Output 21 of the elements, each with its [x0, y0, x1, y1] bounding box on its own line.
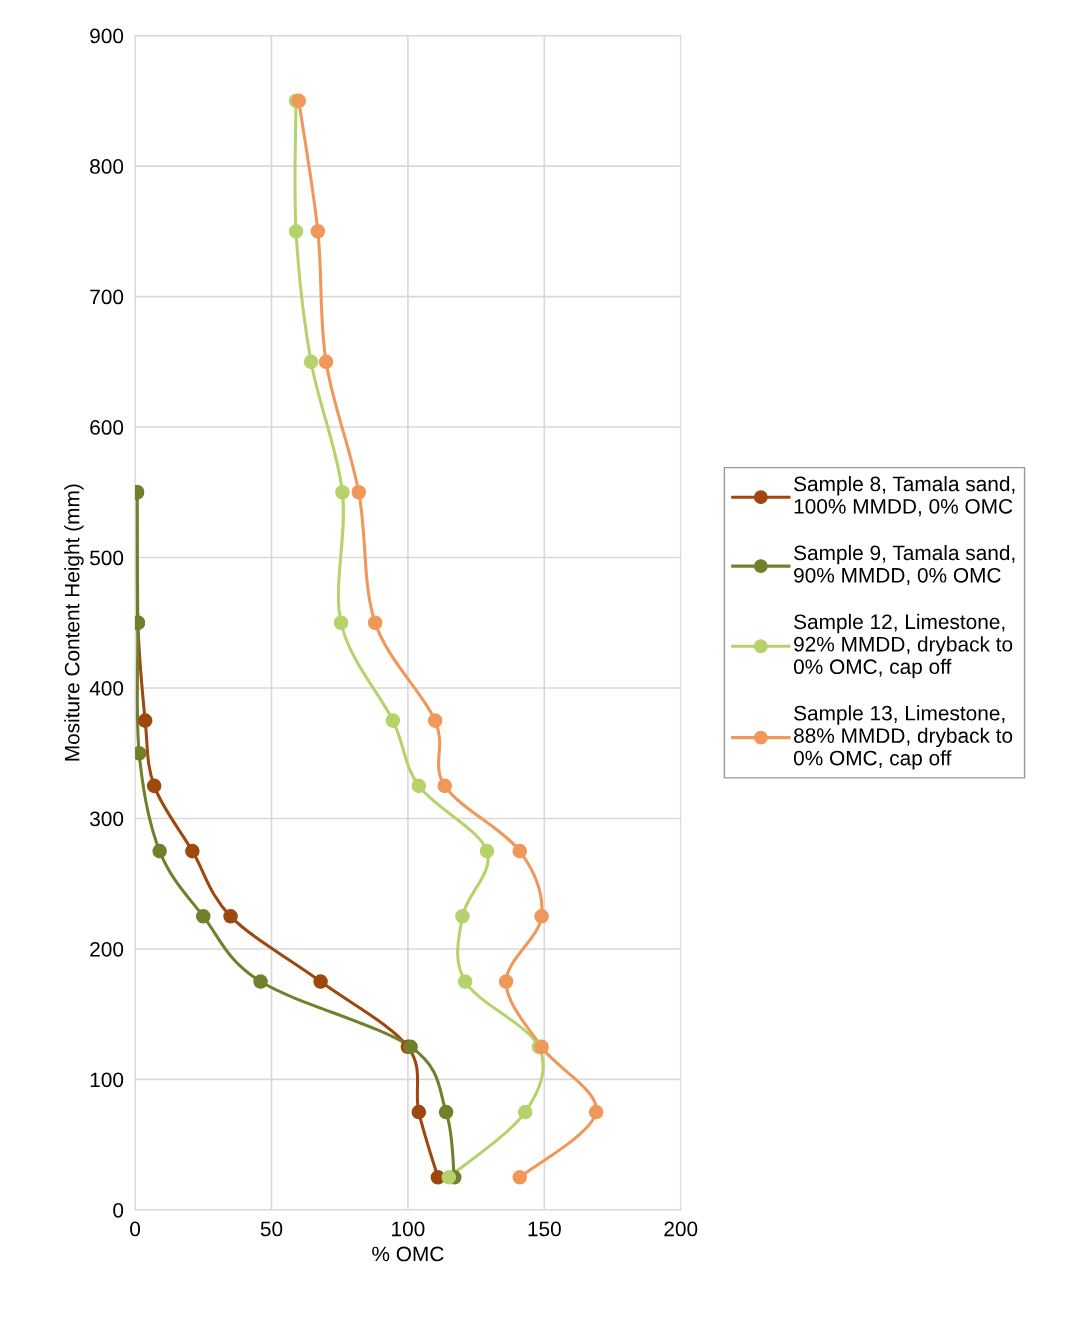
legend-label: Sample 8, Tamala sand, 100% MMDD, 0% OMC: [794, 475, 1015, 517]
x-tick-label: 100: [392, 1221, 425, 1237]
y-tick-label: 300: [90, 811, 124, 827]
x-tick-label: 0: [130, 1221, 141, 1237]
x-axis-title: % OMC: [372, 1246, 444, 1262]
y-tick-label: 900: [90, 28, 124, 44]
y-tick-label: 500: [90, 550, 124, 566]
y-axis-title: Mositure Content Height (mm): [64, 484, 84, 761]
x-tick-label: 50: [260, 1221, 283, 1237]
y-tick-label: 200: [90, 941, 124, 957]
legend-label: Sample 12, Limestone, 92% MMDD, dryback to 0% OMC, cap off: [793, 613, 1013, 679]
y-tick-label: 700: [90, 289, 124, 305]
y-tick-label: 100: [90, 1072, 124, 1088]
y-tick-label: 0: [113, 1202, 124, 1218]
y-tick-label: 600: [90, 420, 124, 435]
legend-label: Sample 13, Limestone, 88% MMDD, dryback to 0% OMC, cap off: [793, 705, 1013, 770]
legend-label: Sample 9, Tamala sand, 90% MMDD, 0% OMC: [794, 544, 1015, 586]
y-tick-label: 800: [90, 159, 124, 174]
x-tick-label: 150: [528, 1221, 561, 1237]
y-tick-label: 400: [89, 681, 124, 696]
x-tick-label: 200: [664, 1221, 698, 1237]
